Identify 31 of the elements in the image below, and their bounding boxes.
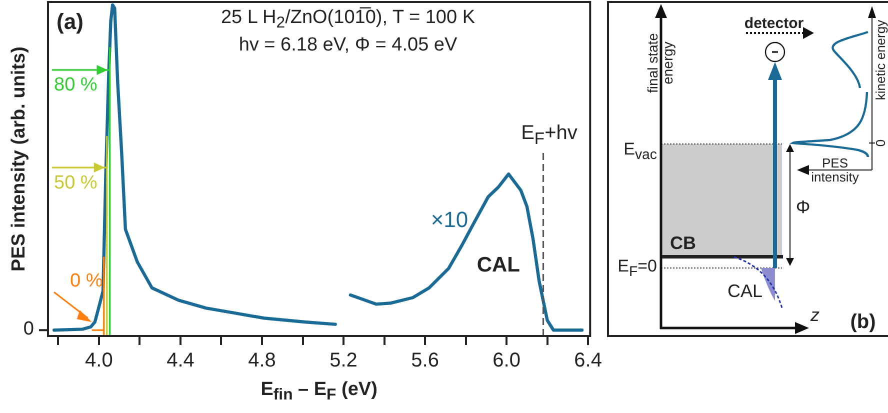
text: 0 xyxy=(872,139,888,147)
annotation: 25 L H$_{2}$/ZnO(101̅0), T = 100 K xyxy=(220,6,476,32)
text: E$_{vac}$ xyxy=(624,140,657,164)
ref-line-label: 80 % xyxy=(54,74,98,96)
text: (b) xyxy=(850,311,876,333)
y-axis-title: PES intensity (arb. units) xyxy=(8,46,30,272)
x-tick-label: 4.0 xyxy=(85,350,113,372)
annotation: 0 % xyxy=(70,270,103,293)
x-axis-title: E$_{fin}$ – E$_{F}$ (eV) xyxy=(260,378,378,404)
text: kinetic energy xyxy=(872,20,888,100)
text: z xyxy=(810,305,820,326)
x-tick-label: 5.6 xyxy=(411,350,439,372)
annotation: (a) xyxy=(56,8,84,34)
x-tick-label: 4.8 xyxy=(248,350,276,372)
ref-line-label: E$_{F}$+hv xyxy=(521,122,578,148)
annotation: hv = 6.18 eV, Φ = 4.05 eV xyxy=(238,34,458,56)
text: PES intensity xyxy=(810,156,860,186)
x-tick-label: 5.2 xyxy=(330,350,358,372)
ref-line-label: 50 % xyxy=(54,172,98,194)
text: Φ xyxy=(796,197,810,218)
text: CB xyxy=(670,233,696,254)
text: 0 xyxy=(23,318,34,341)
text: E$_{F}$=0 xyxy=(618,256,657,280)
text: detector xyxy=(744,14,804,32)
x-tick-label: 4.4 xyxy=(166,350,194,372)
annotation: ×10 xyxy=(430,206,468,232)
annotation: CAL xyxy=(476,254,520,277)
x-tick-label: 6.0 xyxy=(492,350,520,372)
text: final state energy xyxy=(644,32,676,95)
text: CAL xyxy=(727,281,763,302)
x-tick-label: 6.4 xyxy=(574,350,602,372)
